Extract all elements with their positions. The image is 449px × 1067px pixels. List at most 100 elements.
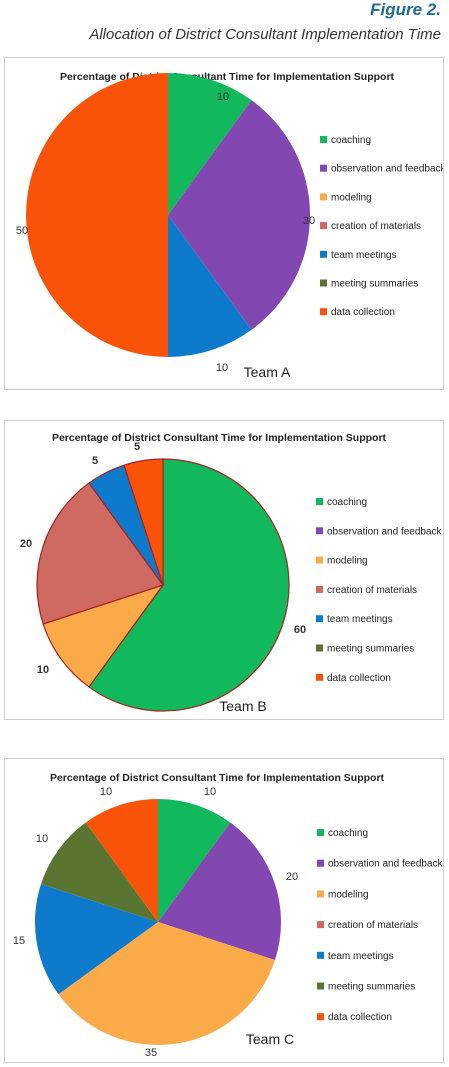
legend-item-coaching: coaching xyxy=(320,135,371,146)
legend-item-coaching: coaching xyxy=(316,497,367,508)
legend-label: meeting summaries xyxy=(328,982,415,993)
legend-item-modeling: modeling xyxy=(316,556,368,567)
legend-item-creation-of-materials: creation of materials xyxy=(317,920,418,931)
legend-swatch xyxy=(320,136,327,143)
pie-slice-creation-of-materials xyxy=(36,482,164,625)
legend-item-team-meetings: team meetings xyxy=(317,951,394,962)
legend-item-team-meetings: team meetings xyxy=(320,250,397,261)
pie-slice-observation-and-feedback xyxy=(158,822,282,961)
data-label-meeting-summaries: 10 xyxy=(36,833,48,845)
pie-chart-team-c: Percentage of District Consultant Time f… xyxy=(13,772,443,1059)
data-label-coaching: 60 xyxy=(294,624,306,636)
legend-label: creation of materials xyxy=(331,221,421,232)
legend-item-creation-of-materials: creation of materials xyxy=(320,221,421,232)
legend-item-meeting-summaries: meeting summaries xyxy=(317,982,415,993)
legend-item-modeling: modeling xyxy=(320,192,372,203)
figure-label: Figure 2. xyxy=(370,0,441,19)
pie-slice-modeling xyxy=(42,583,165,688)
pie-chart-team-b: Percentage of District Consultant Time f… xyxy=(20,432,443,714)
legend-item-meeting-summaries: meeting summaries xyxy=(316,644,414,655)
legend-swatch xyxy=(317,1013,324,1021)
legend-swatch xyxy=(317,859,324,867)
legend-label: team meetings xyxy=(327,614,393,625)
data-label-team-meetings: 10 xyxy=(216,362,228,374)
chart-panel-team-a: Percentage of District Consultant Time f… xyxy=(4,57,444,390)
legend-swatch xyxy=(317,890,324,898)
legend-label: meeting summaries xyxy=(327,644,414,655)
legend-label: data collection xyxy=(328,1012,392,1023)
legend-swatch xyxy=(320,164,327,172)
legend-label: coaching xyxy=(331,135,371,146)
pie-slice-modeling xyxy=(58,922,275,1046)
pie-slice-data-collection xyxy=(123,458,164,586)
team-label: Team A xyxy=(244,364,291,380)
legend-swatch xyxy=(320,193,327,201)
pie-slice-team-meetings xyxy=(168,215,252,357)
legend-label: coaching xyxy=(328,828,368,839)
team-label: Team C xyxy=(246,1031,294,1047)
legend-swatch xyxy=(316,644,323,652)
legend-item-data-collection: data collection xyxy=(316,673,391,684)
chart-title: Percentage of District Consultant Time f… xyxy=(50,772,385,784)
data-label-observation-and-feedback: 30 xyxy=(303,215,315,227)
legend-item-meeting-summaries: meeting summaries xyxy=(320,279,418,290)
legend-swatch xyxy=(316,527,323,535)
legend-item-data-collection: data collection xyxy=(320,307,395,318)
legend-swatch xyxy=(320,308,327,316)
legend-label: observation and feedback xyxy=(327,526,443,537)
pie-chart-team-a: Percentage of District Consultant Time f… xyxy=(16,71,443,380)
chart-panel-team-b: Percentage of District Consultant Time f… xyxy=(4,420,444,720)
legend-label: modeling xyxy=(327,556,368,567)
legend-swatch xyxy=(316,585,323,593)
legend-item-team-meetings: team meetings xyxy=(316,614,393,625)
pie-slice-meeting-summaries xyxy=(41,822,158,922)
legend-label: data collection xyxy=(327,673,391,684)
data-label-observation-and-feedback: 20 xyxy=(286,871,298,883)
pie-slice-data-collection xyxy=(26,73,168,357)
legend-label: observation and feedback xyxy=(328,859,443,870)
pie-slice-team-meetings xyxy=(34,883,158,995)
legend-label: modeling xyxy=(331,192,372,203)
legend-item-modeling: modeling xyxy=(317,889,369,900)
legend-swatch xyxy=(317,829,324,836)
legend-swatch xyxy=(320,250,327,258)
legend-item-coaching: coaching xyxy=(317,828,368,839)
legend-label: creation of materials xyxy=(328,920,418,931)
legend-swatch xyxy=(316,498,323,505)
figure-caption: Allocation of District Consultant Implem… xyxy=(89,26,441,43)
pie-slice-coaching xyxy=(158,799,231,922)
legend-swatch xyxy=(316,673,323,681)
legend-item-data-collection: data collection xyxy=(317,1012,392,1023)
legend-label: coaching xyxy=(327,497,367,508)
chart-title: Percentage of District Consultant Time f… xyxy=(60,71,395,83)
legend-swatch xyxy=(317,921,324,929)
legend-swatch xyxy=(316,556,323,564)
legend-label: creation of materials xyxy=(327,585,417,596)
data-label-coaching: 10 xyxy=(204,786,216,798)
data-label-modeling: 35 xyxy=(145,1047,157,1059)
chart-panel-team-c: Percentage of District Consultant Time f… xyxy=(4,758,444,1063)
legend-swatch xyxy=(317,951,324,959)
chart-title: Percentage of District Consultant Time f… xyxy=(52,432,387,444)
legend-label: meeting summaries xyxy=(331,279,418,290)
pie-slice-data-collection xyxy=(85,799,158,922)
data-label-team-meetings: 5 xyxy=(92,455,98,467)
data-label-data-collection: 5 xyxy=(134,441,140,453)
legend-item-observation-and-feedback: observation and feedback xyxy=(320,164,443,175)
legend-label: team meetings xyxy=(331,250,397,261)
legend-swatch xyxy=(317,982,324,990)
data-label-data-collection: 10 xyxy=(100,786,112,798)
legend-item-observation-and-feedback: observation and feedback xyxy=(316,526,443,537)
legend-label: observation and feedback xyxy=(331,164,443,175)
legend-label: data collection xyxy=(331,307,395,318)
data-label-data-collection: 50 xyxy=(16,225,28,237)
team-label: Team B xyxy=(219,698,266,714)
legend-swatch xyxy=(320,279,327,287)
data-label-creation-of-materials: 20 xyxy=(20,538,32,550)
pie-slice-coaching xyxy=(88,458,290,712)
data-label-coaching: 10 xyxy=(217,91,229,103)
data-label-modeling: 10 xyxy=(37,664,49,676)
legend-item-observation-and-feedback: observation and feedback xyxy=(317,859,443,870)
legend-label: modeling xyxy=(328,889,369,900)
pie-slice-observation-and-feedback xyxy=(168,100,311,330)
